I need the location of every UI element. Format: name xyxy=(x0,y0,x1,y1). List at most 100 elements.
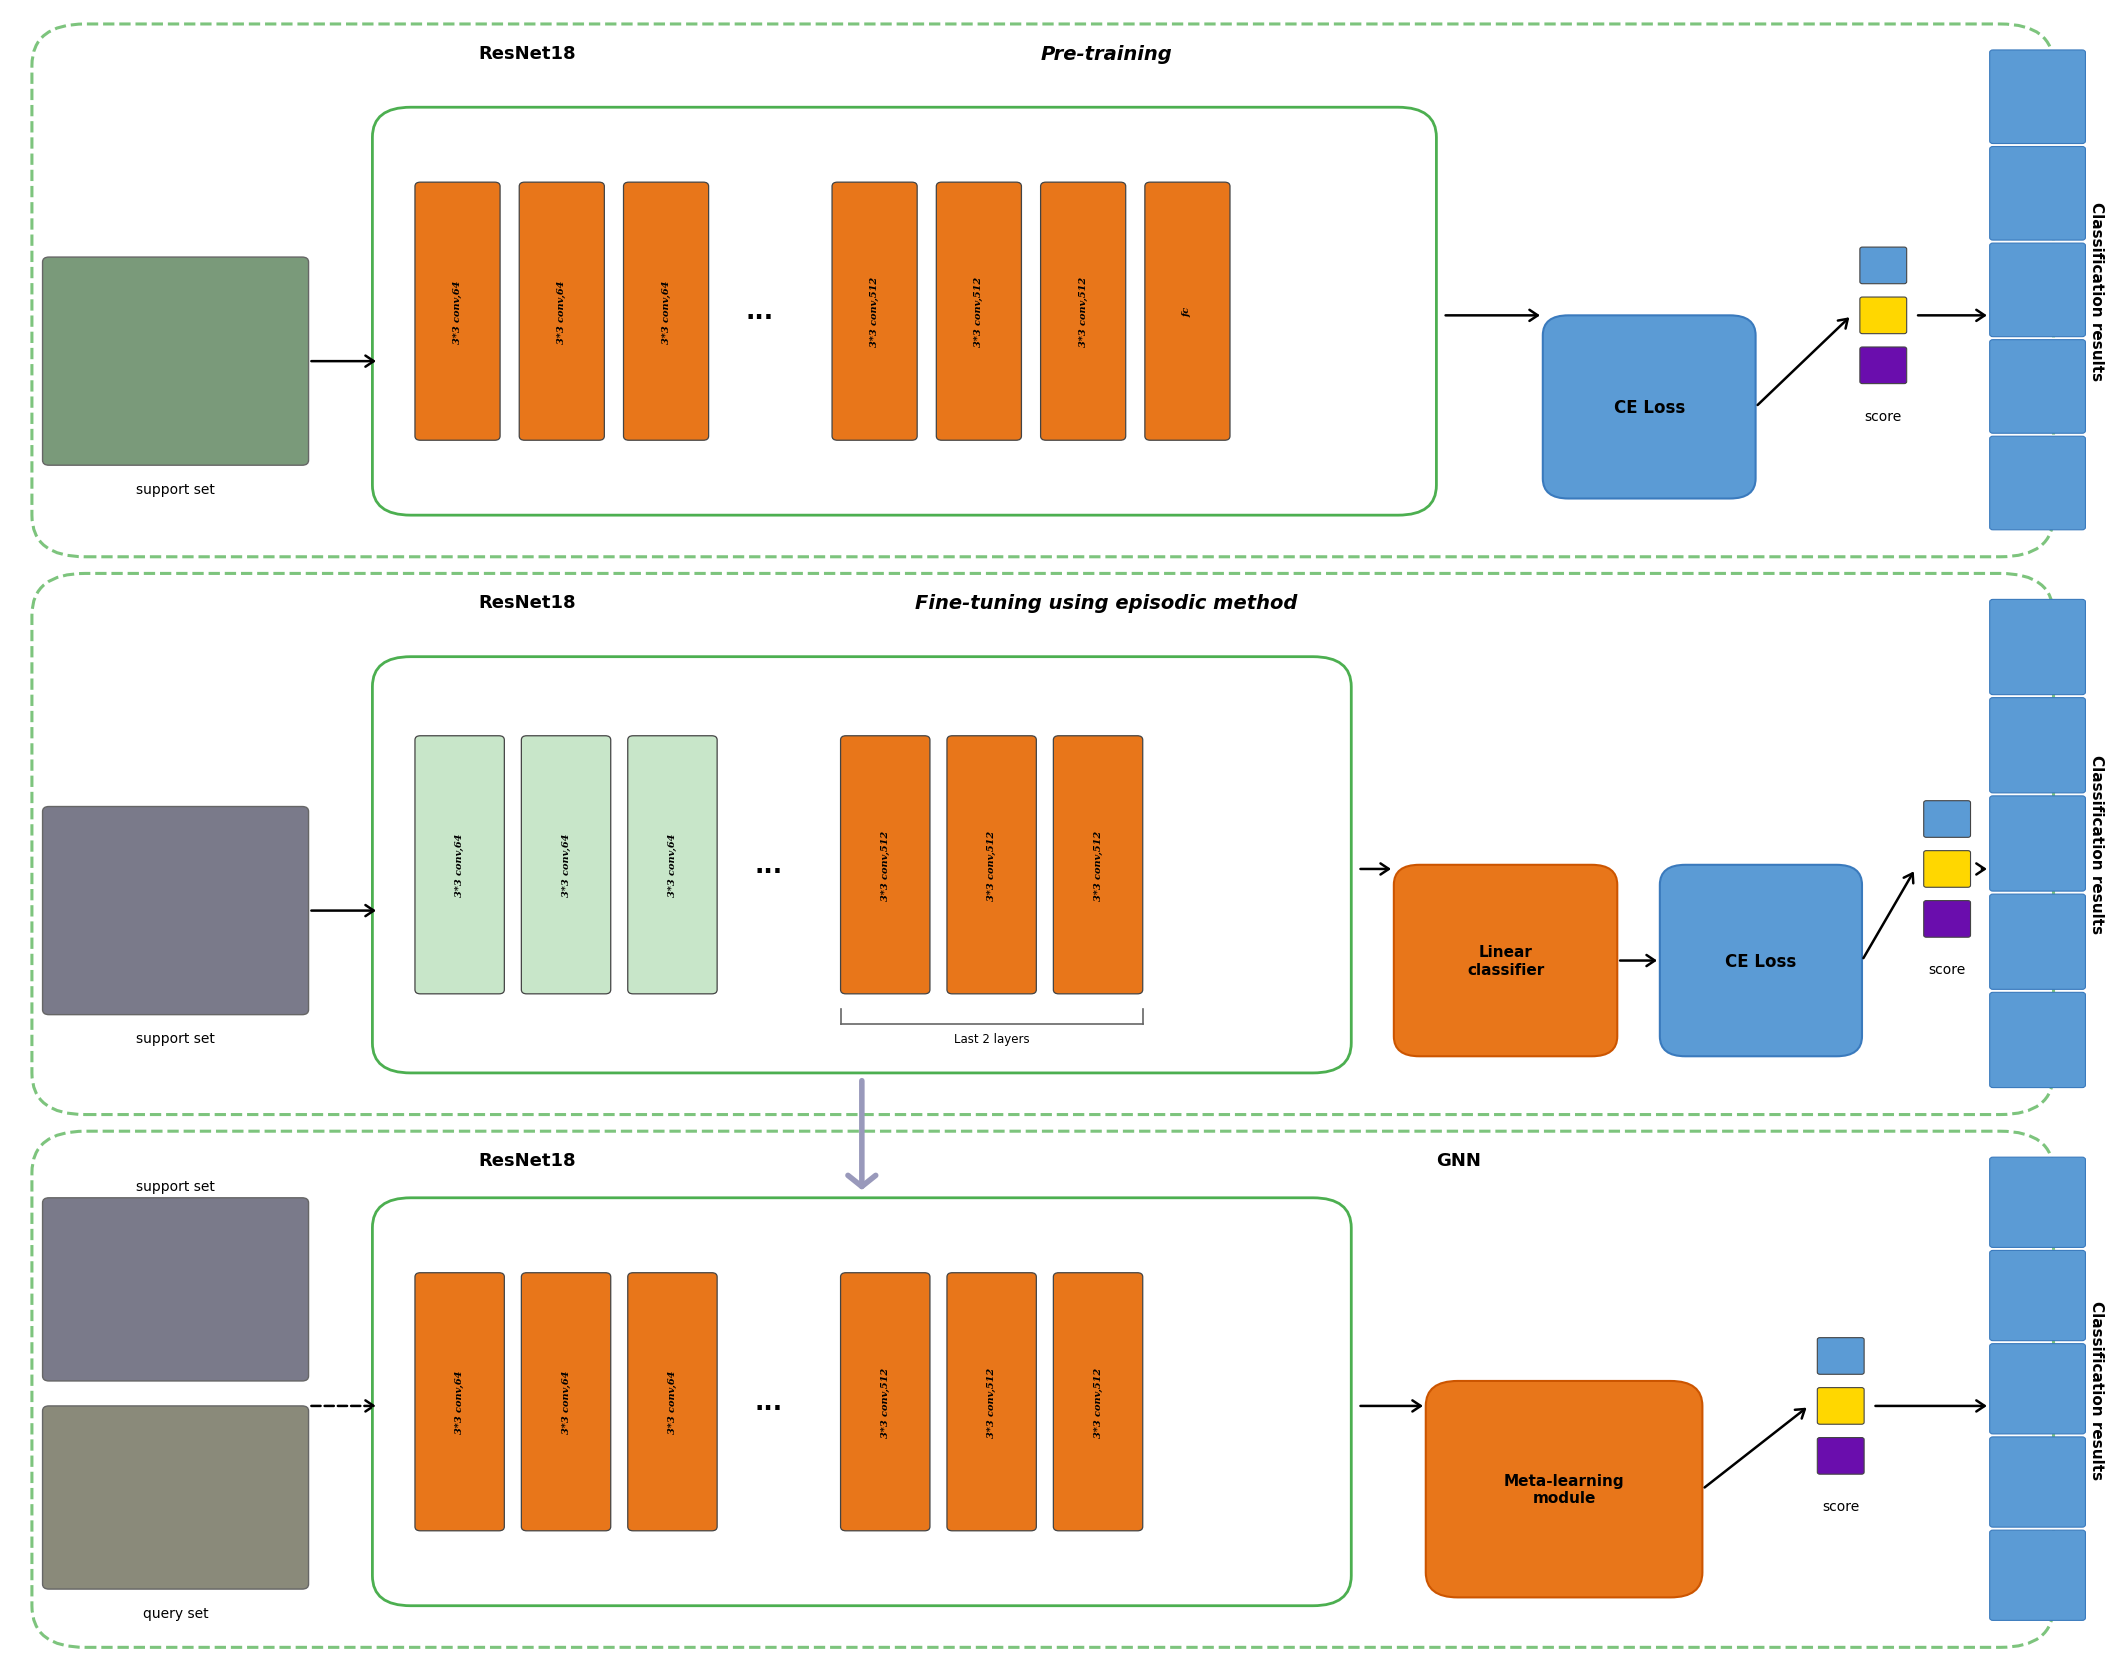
Text: 3*3 conv,512: 3*3 conv,512 xyxy=(870,276,879,348)
FancyBboxPatch shape xyxy=(1924,902,1971,938)
FancyBboxPatch shape xyxy=(32,1132,2054,1647)
FancyBboxPatch shape xyxy=(1990,1345,2085,1434)
FancyBboxPatch shape xyxy=(415,1273,504,1531)
FancyBboxPatch shape xyxy=(415,183,500,441)
FancyBboxPatch shape xyxy=(1990,1158,2085,1248)
FancyBboxPatch shape xyxy=(1860,248,1907,285)
FancyBboxPatch shape xyxy=(1145,183,1230,441)
FancyBboxPatch shape xyxy=(1860,298,1907,334)
FancyBboxPatch shape xyxy=(1990,52,2085,145)
FancyBboxPatch shape xyxy=(1817,1438,1864,1474)
FancyBboxPatch shape xyxy=(628,1273,717,1531)
Text: CE Loss: CE Loss xyxy=(1726,952,1796,970)
Text: support set: support set xyxy=(136,1032,215,1045)
Text: score: score xyxy=(1864,409,1902,423)
Text: ResNet18: ResNet18 xyxy=(479,594,577,612)
FancyBboxPatch shape xyxy=(1990,895,2085,990)
Text: 3*3 conv,64: 3*3 conv,64 xyxy=(453,280,462,344)
Text: GNN: GNN xyxy=(1436,1151,1481,1170)
Text: Classification results: Classification results xyxy=(2088,755,2105,934)
FancyBboxPatch shape xyxy=(1543,316,1756,499)
Text: query set: query set xyxy=(143,1606,209,1619)
FancyBboxPatch shape xyxy=(1817,1338,1864,1374)
Text: 3*3 conv,512: 3*3 conv,512 xyxy=(987,1366,996,1438)
FancyBboxPatch shape xyxy=(1990,245,2085,338)
Text: 3*3 conv,512: 3*3 conv,512 xyxy=(975,276,983,348)
FancyBboxPatch shape xyxy=(841,735,930,993)
FancyBboxPatch shape xyxy=(1924,802,1971,839)
FancyBboxPatch shape xyxy=(1990,797,2085,892)
Text: 3*3 conv,512: 3*3 conv,512 xyxy=(881,830,890,900)
FancyBboxPatch shape xyxy=(1990,148,2085,241)
FancyBboxPatch shape xyxy=(32,25,2054,557)
Text: ...: ... xyxy=(753,854,783,877)
Text: Meta-learning
module: Meta-learning module xyxy=(1504,1473,1624,1506)
FancyBboxPatch shape xyxy=(43,1198,309,1381)
FancyBboxPatch shape xyxy=(32,574,2054,1115)
Text: support set: support set xyxy=(136,1180,215,1193)
Text: score: score xyxy=(1928,962,1966,977)
FancyBboxPatch shape xyxy=(521,735,611,993)
Text: 3*3 conv,64: 3*3 conv,64 xyxy=(668,834,677,897)
FancyBboxPatch shape xyxy=(1990,438,2085,531)
FancyBboxPatch shape xyxy=(521,1273,611,1531)
FancyBboxPatch shape xyxy=(936,183,1021,441)
Text: CE Loss: CE Loss xyxy=(1613,399,1685,416)
Text: ...: ... xyxy=(745,300,775,324)
FancyBboxPatch shape xyxy=(1990,341,2085,434)
FancyBboxPatch shape xyxy=(1041,183,1126,441)
FancyBboxPatch shape xyxy=(947,735,1036,993)
Text: 3*3 conv,64: 3*3 conv,64 xyxy=(455,1369,464,1434)
FancyBboxPatch shape xyxy=(415,735,504,993)
Text: support set: support set xyxy=(136,483,215,496)
Text: Linear
classifier: Linear classifier xyxy=(1466,945,1545,977)
Text: fc: fc xyxy=(1183,306,1192,318)
FancyBboxPatch shape xyxy=(1990,1438,2085,1528)
FancyBboxPatch shape xyxy=(1817,1388,1864,1424)
FancyBboxPatch shape xyxy=(947,1273,1036,1531)
Text: Classification results: Classification results xyxy=(2088,1300,2105,1479)
Text: 3*3 conv,64: 3*3 conv,64 xyxy=(562,1369,570,1434)
FancyBboxPatch shape xyxy=(1426,1381,1702,1597)
FancyBboxPatch shape xyxy=(624,183,709,441)
FancyBboxPatch shape xyxy=(1990,993,2085,1088)
FancyBboxPatch shape xyxy=(43,807,309,1015)
Text: Pre-training: Pre-training xyxy=(1041,45,1173,63)
Text: ...: ... xyxy=(753,1389,783,1414)
FancyBboxPatch shape xyxy=(1860,348,1907,384)
Text: Classification results: Classification results xyxy=(2088,201,2105,381)
FancyBboxPatch shape xyxy=(372,108,1436,516)
FancyBboxPatch shape xyxy=(372,1198,1351,1606)
Text: 3*3 conv,64: 3*3 conv,64 xyxy=(455,834,464,897)
FancyBboxPatch shape xyxy=(1990,699,2085,794)
Text: 3*3 conv,512: 3*3 conv,512 xyxy=(1094,830,1102,900)
FancyBboxPatch shape xyxy=(832,183,917,441)
FancyBboxPatch shape xyxy=(1053,1273,1143,1531)
Text: ResNet18: ResNet18 xyxy=(479,1151,577,1170)
FancyBboxPatch shape xyxy=(519,183,604,441)
Text: ResNet18: ResNet18 xyxy=(479,45,577,63)
Text: 3*3 conv,64: 3*3 conv,64 xyxy=(668,1369,677,1434)
FancyBboxPatch shape xyxy=(1924,850,1971,889)
Text: Fine-tuning using episodic method: Fine-tuning using episodic method xyxy=(915,594,1298,612)
FancyBboxPatch shape xyxy=(1990,1251,2085,1341)
FancyBboxPatch shape xyxy=(1660,865,1862,1057)
Text: 3*3 conv,512: 3*3 conv,512 xyxy=(987,830,996,900)
FancyBboxPatch shape xyxy=(841,1273,930,1531)
FancyBboxPatch shape xyxy=(628,735,717,993)
Text: 3*3 conv,512: 3*3 conv,512 xyxy=(1094,1366,1102,1438)
Text: 3*3 conv,64: 3*3 conv,64 xyxy=(662,280,670,344)
Text: 3*3 conv,64: 3*3 conv,64 xyxy=(562,834,570,897)
FancyBboxPatch shape xyxy=(372,657,1351,1073)
FancyBboxPatch shape xyxy=(1053,735,1143,993)
FancyBboxPatch shape xyxy=(43,258,309,466)
FancyBboxPatch shape xyxy=(43,1406,309,1589)
Text: score: score xyxy=(1822,1499,1860,1513)
Text: 3*3 conv,512: 3*3 conv,512 xyxy=(881,1366,890,1438)
Text: 3*3 conv,64: 3*3 conv,64 xyxy=(558,280,566,344)
FancyBboxPatch shape xyxy=(1990,601,2085,696)
FancyBboxPatch shape xyxy=(1990,1531,2085,1621)
Text: 3*3 conv,512: 3*3 conv,512 xyxy=(1079,276,1087,348)
Text: Last 2 layers: Last 2 layers xyxy=(953,1032,1030,1045)
FancyBboxPatch shape xyxy=(1394,865,1617,1057)
